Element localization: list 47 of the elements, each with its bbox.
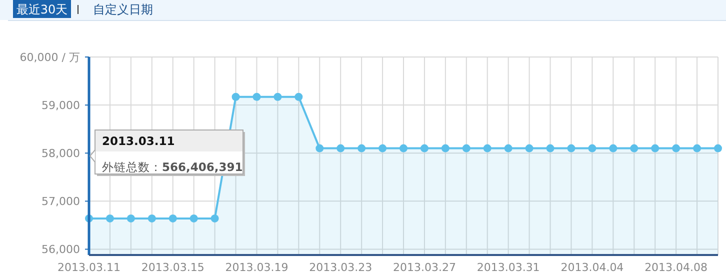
x-tick-label: 2013.03.31 <box>476 261 540 274</box>
point <box>462 144 470 152</box>
point <box>588 144 596 152</box>
point <box>378 144 387 152</box>
point <box>651 144 660 152</box>
point <box>148 214 156 222</box>
point <box>190 214 198 222</box>
annotation: 外链总数：566,406,391 <box>102 160 243 174</box>
x-tick-label: 2013.03.15 <box>141 261 204 274</box>
header: 最近30天 自定义日期 <box>0 0 726 21</box>
point <box>232 92 240 101</box>
point <box>336 144 345 152</box>
point <box>294 92 303 101</box>
y-tick-label: 59,000 <box>42 99 80 112</box>
point <box>714 144 722 152</box>
point <box>693 144 702 152</box>
point <box>630 144 638 152</box>
y-tick-label: 58,000 <box>42 147 80 160</box>
x-tick-label: 2013.04.04 <box>560 261 624 274</box>
y-tick-label: 56,000 <box>42 243 80 256</box>
x-tick-label: 2013.03.11 <box>58 261 120 274</box>
point <box>400 144 408 152</box>
point <box>420 144 428 152</box>
x-tick-label: 2013.03.19 <box>225 261 288 274</box>
point <box>106 214 114 222</box>
point <box>567 144 576 152</box>
point <box>483 144 492 152</box>
point <box>609 144 618 152</box>
x-tick-label: 2013.03.23 <box>309 261 372 274</box>
x-tick-label: 2013.03.27 <box>392 261 456 274</box>
point <box>546 144 554 152</box>
point <box>210 214 219 222</box>
point <box>358 144 366 152</box>
point <box>316 144 324 152</box>
point <box>441 144 450 152</box>
annotation: 2013.03.11 <box>102 134 175 148</box>
point <box>672 144 680 152</box>
point <box>168 214 177 222</box>
point <box>504 144 512 152</box>
y-tick-label: 57,000 <box>42 195 80 208</box>
point <box>126 214 135 222</box>
point <box>252 92 261 101</box>
tooltip: 2013.03.11 外链总数：566,406,391 <box>89 130 245 176</box>
y-tick-label: 60,000 / 万 <box>20 51 80 64</box>
x-tick-label: 2013.04.08 <box>644 261 708 274</box>
point <box>274 92 282 101</box>
point <box>525 144 534 152</box>
